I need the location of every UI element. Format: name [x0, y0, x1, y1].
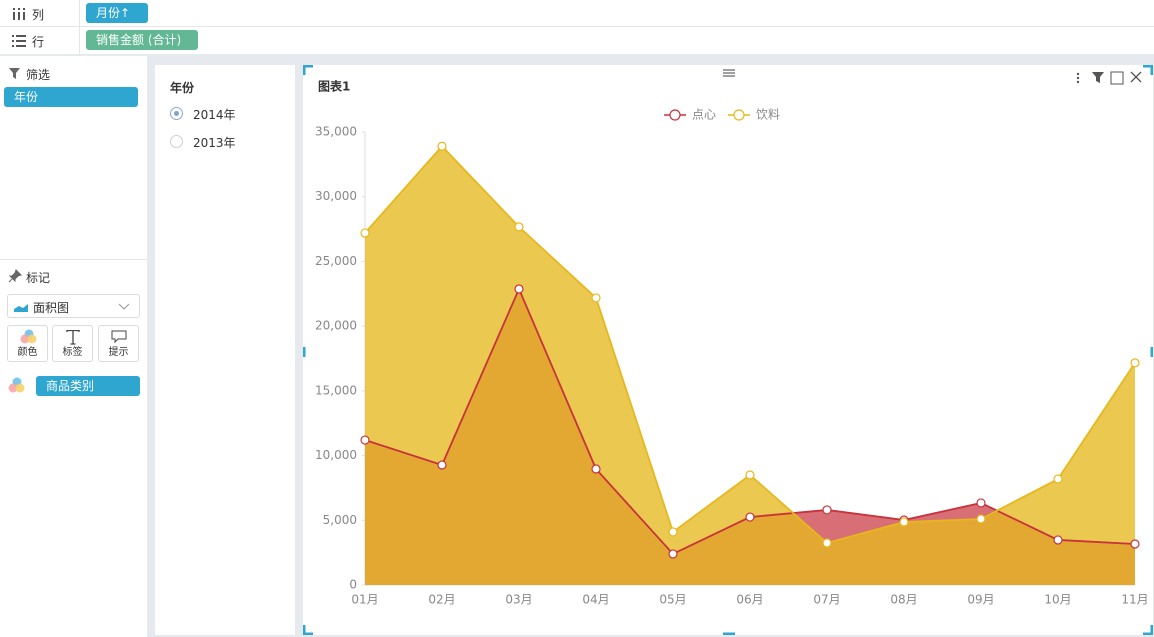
- filter-icon: [9, 68, 20, 79]
- legend-label: 饮料: [756, 108, 780, 122]
- point: [1053, 474, 1063, 484]
- point: [822, 505, 832, 515]
- toolbar: 列 月份↑ 行 销售金额 (合计): [0, 0, 1154, 54]
- rows-icon: [12, 35, 26, 47]
- x-tick-label: 04月: [582, 593, 609, 607]
- point: [668, 549, 678, 559]
- x-tick-label: 07月: [813, 593, 840, 607]
- x-tick-label: 06月: [736, 593, 763, 607]
- color-icon: [8, 377, 25, 393]
- y-tick-label: 25,000: [315, 254, 357, 268]
- x-tick-label: 09月: [967, 593, 994, 607]
- year-filter-panel: 年份 2014年 2013年: [155, 65, 295, 635]
- x-tick-label: 10月: [1044, 593, 1071, 607]
- point: [1130, 539, 1140, 549]
- legend-marker: [669, 109, 681, 121]
- y-tick-label: 5,000: [323, 513, 357, 527]
- x-tick-label: 08月: [890, 593, 917, 607]
- x-tick-label: 01月: [351, 593, 378, 607]
- x-tick-label: 11月: [1121, 593, 1148, 607]
- rows-label: 行: [32, 35, 45, 49]
- y-tick-label: 35,000: [315, 125, 357, 139]
- point: [1130, 358, 1140, 368]
- year-option[interactable]: 2013年: [193, 136, 236, 150]
- point: [437, 141, 447, 151]
- x-tick-label: 05月: [659, 593, 686, 607]
- chart-type: 面积图: [33, 301, 70, 315]
- color-icon: [20, 329, 37, 344]
- point: [976, 498, 986, 508]
- chart-title: 图表1: [318, 79, 350, 94]
- legend-label: 点心: [692, 108, 716, 122]
- columns-pill[interactable]: 月份↑: [86, 3, 148, 23]
- point: [745, 512, 755, 522]
- point: [822, 538, 832, 548]
- point: [591, 464, 601, 474]
- point: [899, 517, 909, 527]
- y-tick-label: 30,000: [315, 189, 357, 203]
- point: [1053, 535, 1063, 545]
- tooltip-icon: [111, 330, 127, 344]
- filter-title: 筛选: [26, 68, 51, 82]
- y-tick-label: 0: [349, 578, 357, 592]
- point: [668, 527, 678, 537]
- filter-pill[interactable]: 年份: [4, 87, 138, 107]
- color-button[interactable]: 颜色: [7, 325, 48, 362]
- pin-icon: [8, 269, 22, 283]
- x-tick-label: 02月: [428, 593, 455, 607]
- divider: [0, 26, 1154, 27]
- legend-marker: [733, 109, 745, 121]
- year-option[interactable]: 2014年: [193, 108, 236, 122]
- divider: [0, 259, 147, 260]
- button-label: 颜色: [17, 347, 38, 358]
- panel-decor: [303, 65, 1153, 635]
- marks-title: 标记: [26, 271, 51, 285]
- y-tick-label: 15,000: [315, 383, 357, 397]
- label-icon: [66, 330, 80, 345]
- point: [514, 222, 524, 232]
- label-button[interactable]: 标签: [52, 325, 93, 362]
- point: [591, 293, 601, 303]
- button-label: 提示: [108, 347, 129, 358]
- radio[interactable]: [170, 135, 183, 148]
- area-icon: [14, 304, 28, 312]
- columns-label: 列: [32, 8, 45, 22]
- year-filter-title: 年份: [170, 81, 195, 95]
- rows-pill[interactable]: 销售金额 (合计): [86, 30, 198, 50]
- button-label: 标签: [62, 347, 83, 358]
- y-tick-label: 20,000: [315, 319, 357, 333]
- divider: [79, 0, 80, 54]
- color-pill[interactable]: 商品类别: [36, 376, 140, 396]
- chevron: [118, 303, 130, 310]
- point: [514, 284, 524, 294]
- point: [437, 460, 447, 470]
- tooltip-button[interactable]: 提示: [98, 325, 139, 362]
- radio[interactable]: [170, 107, 183, 120]
- point: [360, 228, 370, 238]
- point: [360, 435, 370, 445]
- point: [976, 514, 986, 524]
- x-tick-label: 03月: [505, 593, 532, 607]
- y-tick-label: 10,000: [315, 448, 357, 462]
- point: [745, 470, 755, 480]
- columns-icon: [13, 8, 25, 20]
- chart-type-dropdown[interactable]: 面积图: [7, 294, 140, 318]
- sidebar: 筛选 年份 标记 面积图 颜色 标签 提示 商品类别: [0, 56, 147, 637]
- area: [365, 146, 1135, 586]
